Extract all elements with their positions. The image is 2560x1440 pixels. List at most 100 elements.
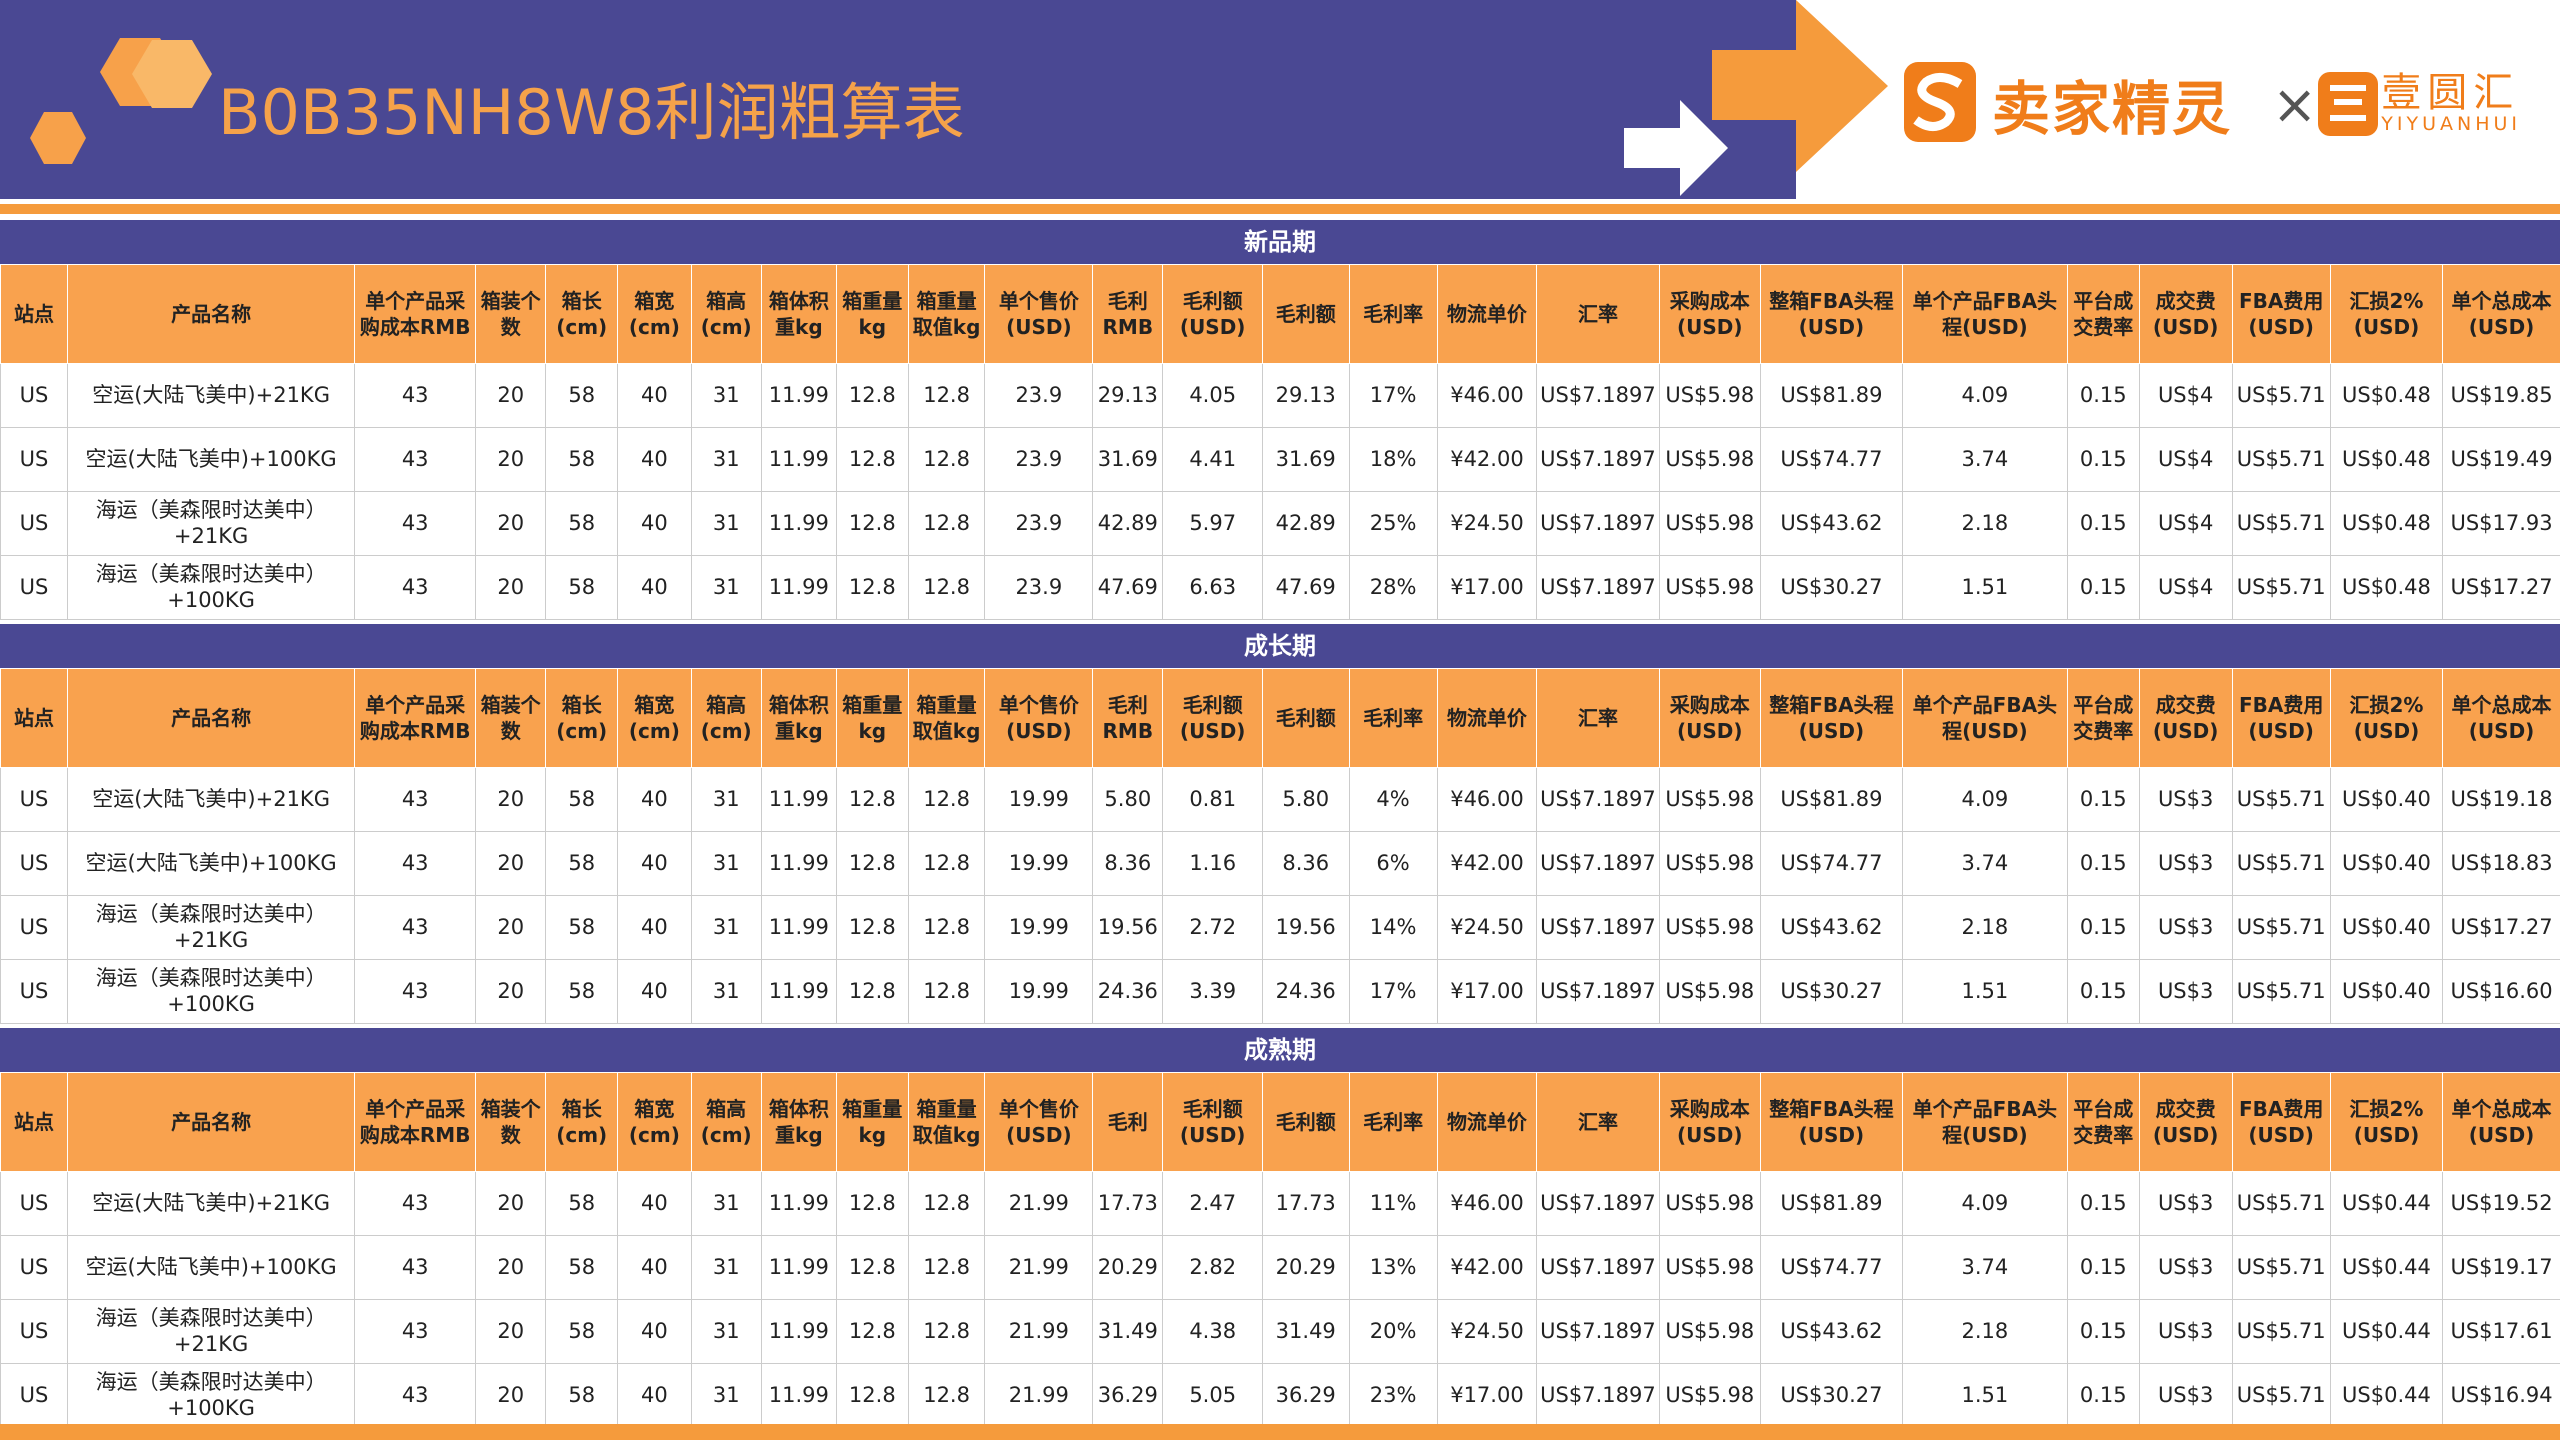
cell: 0.15 (2066, 831, 2140, 896)
cell: 43 (354, 363, 477, 428)
cell: US$19.17 (2442, 1235, 2560, 1300)
cell: US$7.1897 (1536, 1299, 1660, 1364)
column-header: 箱重量取值kg (907, 668, 986, 768)
cell: ¥42.00 (1436, 831, 1538, 896)
cell: US$4 (2138, 427, 2233, 492)
cell: 58 (545, 555, 619, 620)
cell: US$5.98 (1658, 1235, 1761, 1300)
cell: 19.99 (984, 767, 1094, 832)
cell: 4.41 (1162, 427, 1263, 492)
column-header: 毛利额 (1261, 1072, 1350, 1172)
cell: 11.99 (760, 767, 837, 832)
cell: 43 (354, 1171, 477, 1236)
cell: US$5.71 (2231, 555, 2331, 620)
cell: 0.15 (2066, 491, 2140, 556)
cell: 4.05 (1162, 363, 1263, 428)
cell: 20 (475, 1235, 547, 1300)
cell: US$7.1897 (1536, 895, 1660, 960)
cell: 2.18 (1901, 895, 2068, 960)
column-header: 箱宽(cm) (617, 264, 692, 364)
cell: 20.29 (1092, 1235, 1164, 1300)
cell: US$81.89 (1759, 1171, 1903, 1236)
cell: US$19.52 (2442, 1171, 2560, 1236)
cell: 11.99 (760, 1363, 837, 1428)
cell: US$5.71 (2231, 491, 2331, 556)
cell: US$0.48 (2329, 555, 2444, 620)
cell: US$5.71 (2231, 959, 2331, 1024)
column-header: 单个产品FBA头程(USD) (1901, 668, 2068, 768)
column-header: 物流单价 (1436, 668, 1538, 768)
arrow (1712, 0, 1888, 172)
cell: 31 (690, 363, 762, 428)
cell: 3.74 (1901, 831, 2068, 896)
data-row: US 空运(大陆飞美中)+100KG 43 20 58 40 31 11.99 12.8 12.8… (0, 1235, 2560, 1300)
header-band (0, 0, 1796, 199)
cell: 21.99 (984, 1299, 1094, 1364)
cell: 12.8 (907, 831, 986, 896)
cell: 空运(大陆飞美中)+100KG (66, 831, 356, 896)
tables: 新品期 站点 产品名称 单个产品采购成本RMB 箱装个数 箱长(cm) 箱宽(cm) 箱高(c… (0, 220, 2560, 1432)
column-header: 整箱FBA头程(USD) (1759, 668, 1903, 768)
cell: 2.72 (1162, 895, 1263, 960)
cell: 空运(大陆飞美中)+21KG (66, 363, 356, 428)
cell: 58 (545, 1235, 619, 1300)
cell: 11.99 (760, 363, 837, 428)
column-header: 汇损2%(USD) (2329, 264, 2444, 364)
cell: 20 (475, 491, 547, 556)
cell: 2.18 (1901, 491, 2068, 556)
column-header: 采购成本(USD) (1658, 264, 1761, 364)
cell: US$7.1897 (1536, 767, 1660, 832)
cell: 12.8 (907, 363, 986, 428)
cell: 2.82 (1162, 1235, 1263, 1300)
cell: 20.29 (1261, 1235, 1350, 1300)
cell: 43 (354, 1235, 477, 1300)
column-header: 成交费(USD) (2138, 1072, 2233, 1172)
cell: 31 (690, 831, 762, 896)
cell: US$43.62 (1759, 1299, 1903, 1364)
cell: US$7.1897 (1536, 555, 1660, 620)
column-header: 毛利 (1092, 1072, 1164, 1172)
column-header: 单个总成本(USD) (2442, 1072, 2560, 1172)
cell: 40 (617, 1299, 692, 1364)
cell: 11% (1348, 1171, 1438, 1236)
cell: 43 (354, 1363, 477, 1428)
cell: US$4 (2138, 363, 2233, 428)
cell: US$7.1897 (1536, 363, 1660, 428)
cell: 43 (354, 767, 477, 832)
cell: US$17.61 (2442, 1299, 2560, 1364)
column-header: 毛利率 (1348, 264, 1438, 364)
cell: US$7.1897 (1536, 831, 1660, 896)
cell: US$81.89 (1759, 363, 1903, 428)
data-row: US 空运(大陆飞美中)+100KG 43 20 58 40 31 11.99 12.8 12.8… (0, 831, 2560, 896)
section: 成熟期 站点 产品名称 单个产品采购成本RMB 箱装个数 箱长(cm) 箱宽(cm) 箱高(c… (0, 1028, 2560, 1428)
cell: 11.99 (760, 1171, 837, 1236)
cell: 6% (1348, 831, 1438, 896)
cell: 31 (690, 1363, 762, 1428)
cell: 12.8 (835, 831, 909, 896)
cell: 40 (617, 959, 692, 1024)
cell: 12.8 (835, 767, 909, 832)
cell: 19.99 (984, 831, 1094, 896)
data-row: US 空运(大陆飞美中)+21KG 43 20 58 40 31 11.99 12.8 12.8 1… (0, 767, 2560, 832)
column-header: 箱重量kg (835, 1072, 909, 1172)
cell: US$5.98 (1658, 831, 1761, 896)
cell: 12.8 (907, 895, 986, 960)
cell: 43 (354, 1299, 477, 1364)
cell: ¥42.00 (1436, 1235, 1538, 1300)
footer-band (0, 1424, 2560, 1440)
cell: 空运(大陆飞美中)+21KG (66, 1171, 356, 1236)
cell: 40 (617, 1171, 692, 1236)
cell: US (0, 831, 68, 896)
cell: 4.09 (1901, 767, 2068, 832)
cell: 3.39 (1162, 959, 1263, 1024)
cell: 40 (617, 1235, 692, 1300)
cell: 12.8 (907, 959, 986, 1024)
cell: US$0.40 (2329, 959, 2444, 1024)
column-header: 毛利额(USD) (1162, 1072, 1263, 1172)
cell: US (0, 1299, 68, 1364)
header-row: 站点 产品名称 单个产品采购成本RMB 箱装个数 箱长(cm) 箱宽(cm) 箱高(cm) 箱… (0, 264, 2560, 364)
column-header: 单个售价(USD) (984, 668, 1094, 768)
cell: 29.13 (1092, 363, 1164, 428)
column-header: FBA费用(USD) (2231, 264, 2331, 364)
cell: US$5.98 (1658, 959, 1761, 1024)
